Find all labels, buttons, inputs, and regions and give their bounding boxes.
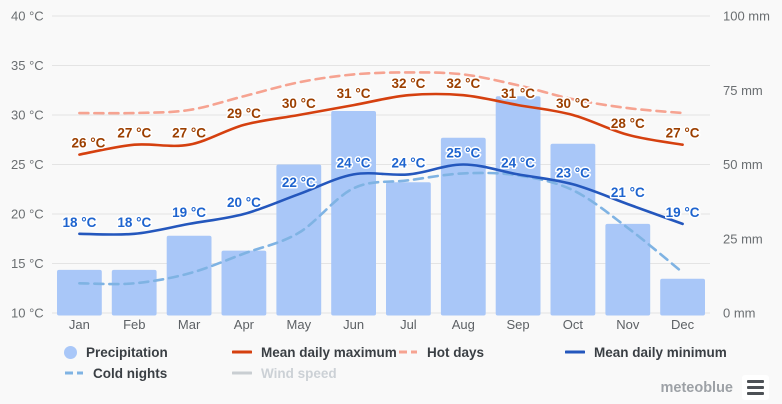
mean-daily-minimum-value-label: 18 °C [62,215,96,230]
meteoblue-logo[interactable]: meteoblue [660,379,733,396]
x-axis-label-mar: Mar [178,317,201,332]
hamburger-icon [747,385,764,390]
mean-daily-minimum-value-label: 24 °C [391,155,425,170]
mean-daily-maximum-value-label: 27 °C [117,126,151,141]
chart-footer: meteoblue [660,375,769,400]
mean-daily-minimum-value-label: 25 °C [446,146,480,161]
climate-chart-widget: 40 °C 35 °C 30 °C 25 °C 20 °C 15 °C 10 °C 100 m… [11,8,782,396]
mean-daily-maximum-value-label: 28 °C [611,116,645,131]
left-axis-tick: 10 °C [11,306,44,321]
x-axis-label-jan: Jan [69,317,90,332]
mean-daily-minimum-value-label: 22 °C [282,175,316,190]
left-axis-tick: 40 °C [11,9,44,24]
legend-item-mean-daily-minimum[interactable]: Mean daily minimum [565,344,782,360]
mean-daily-minimum-value-label: 18 °C [117,215,151,230]
mean-daily-minimum-value-label: 21 °C [611,185,645,200]
right-axis-tick: 25 mm [723,231,763,246]
left-axis-tick: 15 °C [11,256,44,271]
precipitation-bar-may [276,164,322,316]
hamburger-icon [747,379,764,384]
x-axis-label-feb: Feb [123,317,145,332]
left-axis-tick: 20 °C [11,207,44,222]
mean-daily-minimum-labels: 18 °C 18 °C 19 °C 20 °C 22 °C 24 °C 24 °C 25 °C… [61,144,701,231]
mean-daily-minimum-value-label: 20 °C [227,195,261,210]
mean-daily-maximum-value-label: 31 °C [337,86,371,101]
hamburger-icon [747,391,764,396]
precipitation-bar-mar [166,235,212,316]
x-axis-label-sep: Sep [507,317,530,332]
mean-daily-minimum-value-label: 19 °C [666,205,700,220]
menu-button[interactable] [742,375,769,400]
x-axis-label-dec: Dec [671,317,695,332]
legend-item-cold-nights[interactable]: Cold nights [64,365,232,381]
mean-daily-minimum-value-label: 24 °C [501,155,535,170]
climate-chart-plot: 40 °C 35 °C 30 °C 25 °C 20 °C 15 °C 10 °C 100 m… [11,9,770,333]
cold-nights-swatch-icon [64,368,84,378]
precipitation-swatch-icon [64,345,77,359]
mean-daily-maximum-swatch-icon [232,347,252,357]
precipitation-bar-jul [386,182,431,316]
precipitation-bar-jun [331,111,376,316]
x-axis-label-nov: Nov [616,317,640,332]
mean-daily-maximum-value-label: 30 °C [556,96,590,111]
legend-item-precipitation[interactable]: Precipitation [64,344,232,360]
x-axis-label-may: May [287,317,312,332]
x-axis-label-jul: Jul [400,317,417,332]
legend-item-wind-speed[interactable]: Wind speed [232,365,398,381]
mean-daily-minimum-line [78,163,684,236]
mean-daily-maximum-value-label: 32 °C [391,76,425,91]
right-axis-tick: 75 mm [723,83,763,98]
legend-label: Mean daily minimum [594,344,727,360]
precipitation-bar-dec [660,278,705,316]
right-axis-tick: 100 mm [723,9,770,24]
left-axis-tick: 30 °C [11,108,44,123]
gridlines [52,15,710,314]
wind-speed-swatch-icon [232,368,252,378]
right-axis-tick: 0 mm [723,306,756,321]
legend-label: Hot days [427,344,485,360]
precipitation-bar-jan [57,269,102,316]
hot-days-swatch-icon [398,347,418,357]
mean-daily-minimum-value-label: 19 °C [172,205,206,220]
hot-days-line [78,71,684,115]
mean-daily-maximum-value-label: 27 °C [172,126,206,141]
mean-daily-minimum-value-label: 24 °C [337,155,371,170]
mean-daily-minimum-value-label: 23 °C [556,165,590,180]
precipitation-bar-nov [605,223,651,316]
mean-daily-maximum-value-label: 30 °C [282,96,316,111]
legend-label: Wind speed [261,365,337,381]
mean-daily-maximum-line [78,92,684,156]
precipitation-bar-feb [111,269,157,316]
right-axis-tick: 50 mm [723,157,763,172]
legend-label: Cold nights [93,365,168,381]
x-axis-label-oct: Oct [563,317,584,332]
mean-daily-maximum-value-label: 32 °C [446,76,480,91]
left-axis-tick: 35 °C [11,58,44,73]
x-axis-label-jun: Jun [343,317,364,332]
left-axis-tick: 25 °C [11,157,44,172]
x-axis-label-aug: Aug [452,317,475,332]
mean-daily-maximum-value-label: 26 °C [71,136,105,151]
chart-legend: Precipitation Mean daily maximum Hot days M… [64,344,782,381]
precipitation-bar-apr [221,250,267,316]
legend-item-mean-daily-maximum[interactable]: Mean daily maximum [232,344,398,360]
mean-daily-maximum-value-label: 29 °C [227,106,261,121]
mean-daily-maximum-value-label: 27 °C [666,126,700,141]
mean-daily-maximum-labels: 26 °C 27 °C 27 °C 29 °C 30 °C 31 °C 32 °C 32 °C… [70,75,701,152]
precipitation-bar-aug [440,137,486,316]
x-axis-label-apr: Apr [234,317,255,332]
legend-item-hot-days[interactable]: Hot days [398,344,565,360]
mean-daily-minimum-swatch-icon [565,347,585,357]
cold-nights-line [78,171,684,286]
legend-label: Precipitation [86,344,168,360]
legend-label: Mean daily maximum [261,344,397,360]
mean-daily-maximum-value-label: 31 °C [501,86,535,101]
precipitation-bar-sep [495,96,541,316]
